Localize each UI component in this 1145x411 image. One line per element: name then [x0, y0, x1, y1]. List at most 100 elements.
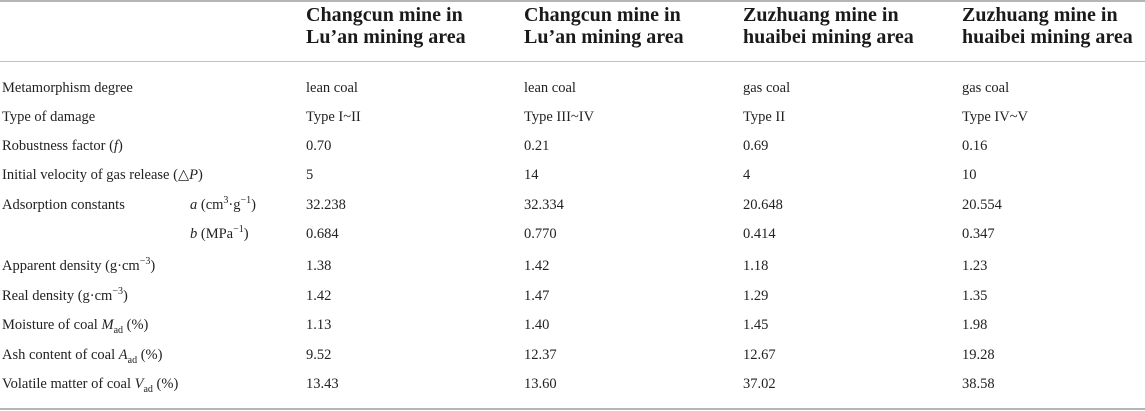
label-superscript: −3	[139, 256, 151, 268]
table-row-real-density: Real density (g·cm−3) 1.42 1.47 1.29 1.3…	[0, 284, 1145, 309]
label-text: Apparent density (g·cm	[2, 258, 140, 274]
label-text: )	[251, 197, 256, 213]
table-row-adsorption-a: Adsorption constants a (cm3·g−1) 32.238 …	[0, 193, 1145, 218]
cell-value: 0.21	[524, 138, 550, 154]
column-header-4-line1: Zuzhuang mine in	[962, 4, 1118, 26]
row-sublabel: b (MPa−1)	[190, 222, 249, 247]
cell-value: 20.554	[962, 197, 1002, 213]
column-header-1: Changcun mine in Lu’an mining area	[306, 4, 466, 48]
label-variable: A	[118, 347, 128, 363]
cell-value: 1.23	[962, 258, 988, 274]
label-text: (%)	[152, 376, 179, 392]
row-label: Moisture of coal Mad (%)	[2, 313, 148, 338]
column-header-3: Zuzhuang mine in huaibei mining area	[743, 4, 914, 48]
table-row-damage: Type of damage Type I~II Type III~IV Typ…	[0, 105, 1145, 130]
label-variable: P	[189, 167, 198, 183]
cell-value: 1.98	[962, 317, 988, 333]
table-row-metamorphism: Metamorphism degree lean coal lean coal …	[0, 76, 1145, 101]
row-sublabel: a (cm3·g−1)	[190, 193, 256, 218]
column-header-3-line2: huaibei mining area	[743, 26, 914, 48]
cell-value: 9.52	[306, 347, 332, 363]
column-header-2-line1: Changcun mine in	[524, 4, 681, 26]
label-text: Initial velocity of gas release (△	[2, 167, 190, 183]
cell-value: 32.334	[524, 197, 564, 213]
row-label: Robustness factor (f)	[2, 134, 123, 159]
label-superscript: −1	[240, 195, 252, 207]
cell-value: 12.67	[743, 347, 776, 363]
cell-value: 0.684	[306, 226, 339, 242]
table-row-moisture: Moisture of coal Mad (%) 1.13 1.40 1.45 …	[0, 313, 1145, 338]
cell-value: 0.16	[962, 138, 988, 154]
cell-value: gas coal	[743, 80, 791, 96]
row-label: Metamorphism degree	[2, 80, 133, 96]
cell-value: 0.69	[743, 138, 769, 154]
row-label: Type of damage	[2, 109, 96, 125]
label-text: )	[122, 288, 128, 304]
label-text: (%)	[123, 317, 149, 333]
column-header-1-line1: Changcun mine in	[306, 4, 463, 26]
cell-value: 20.648	[743, 197, 783, 213]
cell-value: 1.42	[306, 288, 332, 304]
label-superscript: 3	[223, 195, 229, 207]
cell-value: 14	[524, 167, 539, 183]
cell-value: Type II	[743, 109, 786, 125]
label-text: (MPa	[200, 226, 234, 242]
column-header-1-line2: Lu’an mining area	[306, 26, 466, 48]
label-superscript: −1	[233, 224, 244, 236]
label-text: )	[243, 226, 249, 242]
cell-value: 38.58	[962, 376, 995, 392]
row-label: Adsorption constants	[2, 197, 125, 213]
cell-value: 0.70	[306, 138, 332, 154]
cell-value: 4	[743, 167, 751, 183]
table-row-adsorption-b: b (MPa−1) 0.684 0.770 0.414 0.347	[0, 222, 1145, 247]
column-header-4-line2: huaibei mining area	[962, 26, 1133, 48]
cell-value: Type III~IV	[524, 109, 595, 125]
cell-value: Type IV~V	[962, 109, 1029, 125]
row-label: Apparent density (g·cm−3)	[2, 254, 155, 279]
cell-value: 1.29	[743, 288, 769, 304]
row-label: Real density (g·cm−3)	[2, 284, 128, 309]
header-divider-rule	[0, 61, 1145, 62]
label-text: )	[117, 138, 123, 154]
cell-value: 1.35	[962, 288, 988, 304]
cell-value: 1.18	[743, 258, 769, 274]
row-label: Volatile matter of coal Vad (%)	[2, 372, 178, 397]
cell-value: gas coal	[962, 80, 1010, 96]
label-text: ·g	[228, 197, 241, 213]
cell-value: 12.37	[524, 347, 557, 363]
label-text: (cm	[200, 197, 224, 213]
label-subscript: ad	[113, 324, 124, 336]
label-text: Robustness factor (	[2, 138, 114, 154]
label-variable: b	[190, 226, 198, 242]
table-top-rule	[0, 0, 1145, 2]
cell-value: 0.414	[743, 226, 776, 242]
cell-value: Type I~II	[306, 109, 361, 125]
cell-value: 0.770	[524, 226, 557, 242]
label-text: (%)	[137, 347, 163, 363]
cell-value: 1.42	[524, 258, 550, 274]
cell-value: 13.43	[306, 376, 339, 392]
label-variable: M	[101, 317, 114, 333]
label-text: Volatile matter of coal	[2, 376, 135, 392]
label-subscript: ad	[143, 383, 153, 395]
cell-value: 19.28	[962, 347, 995, 363]
column-header-3-line1: Zuzhuang mine in	[743, 4, 899, 26]
cell-value: 1.13	[306, 317, 332, 333]
table-row-robustness: Robustness factor (f) 0.70 0.21 0.69 0.1…	[0, 134, 1145, 159]
table-row-volatile: Volatile matter of coal Vad (%) 13.43 13…	[0, 372, 1145, 397]
column-header-2-line2: Lu’an mining area	[524, 26, 684, 48]
cell-value: 1.38	[306, 258, 332, 274]
label-variable: f	[113, 138, 118, 154]
label-variable: a	[190, 197, 198, 213]
cell-value: 1.40	[524, 317, 550, 333]
cell-value: 10	[962, 167, 977, 183]
cell-value: 1.45	[743, 317, 769, 333]
label-variable: V	[134, 376, 144, 392]
row-label: Ash content of coal Aad (%)	[2, 343, 162, 368]
row-label: Initial velocity of gas release (△P)	[2, 163, 203, 188]
table-row-velocity: Initial velocity of gas release (△P) 5 1…	[0, 163, 1145, 188]
cell-value: 5	[306, 167, 314, 183]
cell-value: 32.238	[306, 197, 346, 213]
column-header-4: Zuzhuang mine in huaibei mining area	[962, 4, 1133, 48]
cell-value: lean coal	[306, 80, 358, 96]
